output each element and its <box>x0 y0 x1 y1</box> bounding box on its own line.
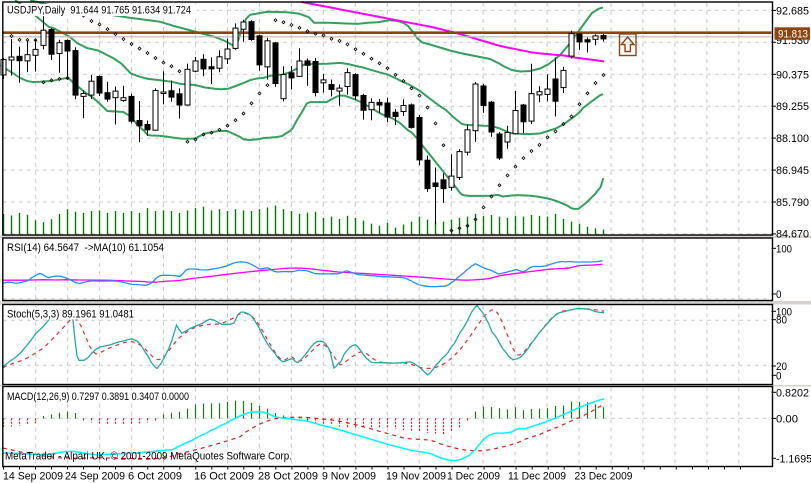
svg-text:MACD(12,26,9) 0.7297 0.3891 0.: MACD(12,26,9) 0.7297 0.3891 0.3407 0.000… <box>7 391 189 403</box>
svg-text:85.790: 85.790 <box>776 197 809 209</box>
svg-text:88.100: 88.100 <box>776 133 809 145</box>
svg-text:86.945: 86.945 <box>776 165 809 177</box>
svg-text:20: 20 <box>776 361 787 373</box>
svg-text:9 Nov 2009: 9 Nov 2009 <box>322 471 376 483</box>
svg-text:11 Dec 2009: 11 Dec 2009 <box>508 471 566 483</box>
svg-text:USDJPY,Daily 91.644 91.765 91: USDJPY,Daily 91.644 91.765 91.634 91.724 <box>7 5 191 17</box>
svg-text:14 Sep 2009: 14 Sep 2009 <box>3 471 63 483</box>
svg-text:23 Dec 2009: 23 Dec 2009 <box>575 471 633 483</box>
svg-text:6 Oct 2009: 6 Oct 2009 <box>128 471 182 483</box>
svg-text:84.670: 84.670 <box>776 229 809 241</box>
svg-text:0.00: 0.00 <box>776 413 798 425</box>
svg-text:RSI(14) 64.5647 ->MA(10) 61.1: RSI(14) 64.5647 ->MA(10) 61.1054 <box>7 242 164 254</box>
svg-text:Stoch(5,3,3) 89.1961 91.0481: Stoch(5,3,3) 89.1961 91.0481 <box>7 309 134 321</box>
svg-text:19 Nov 2009: 19 Nov 2009 <box>386 471 446 483</box>
svg-text:28 Oct 2009: 28 Oct 2009 <box>258 471 318 483</box>
svg-text:MetaTrader - Alpari UK, © 2001: MetaTrader - Alpari UK, © 2001-2009 Meta… <box>5 451 292 463</box>
svg-text:100: 100 <box>776 243 792 255</box>
svg-text:0: 0 <box>776 289 782 301</box>
svg-text:92.685: 92.685 <box>776 5 809 17</box>
svg-text:16 Oct 2009: 16 Oct 2009 <box>194 471 254 483</box>
svg-text:90.375: 90.375 <box>776 69 809 81</box>
svg-text:24 Sep 2009: 24 Sep 2009 <box>65 471 125 483</box>
svg-text:-1.1695: -1.1695 <box>776 453 811 465</box>
svg-text:80: 80 <box>776 315 787 327</box>
svg-text:89.255: 89.255 <box>776 101 809 113</box>
svg-text:100: 100 <box>776 306 792 318</box>
svg-text:0.8202: 0.8202 <box>776 387 809 399</box>
svg-text:91.813: 91.813 <box>778 28 808 40</box>
svg-text:0: 0 <box>776 370 782 382</box>
svg-text:1 Dec 2009: 1 Dec 2009 <box>447 471 500 483</box>
